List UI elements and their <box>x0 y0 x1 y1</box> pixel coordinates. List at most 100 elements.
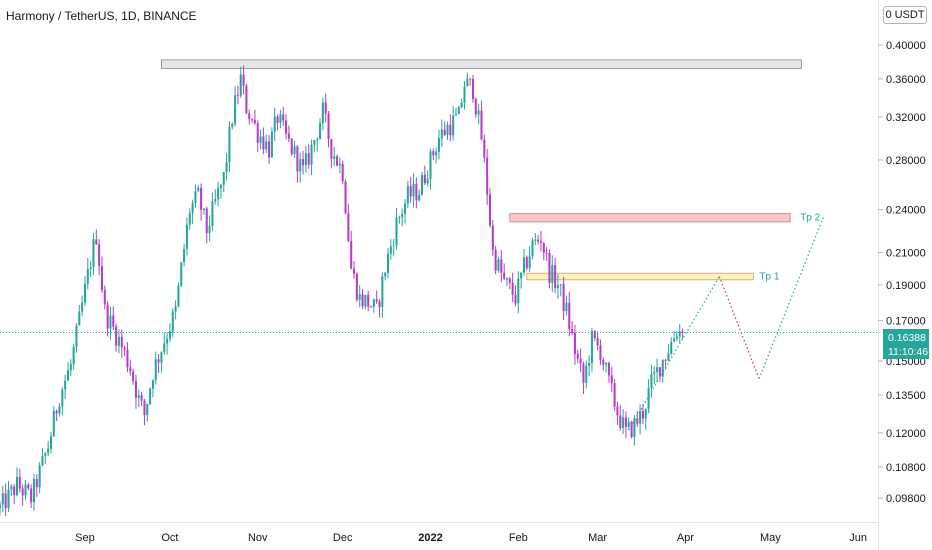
candle-body <box>307 153 310 165</box>
candle-body <box>508 278 511 283</box>
candle-body <box>463 86 466 103</box>
candle <box>522 248 525 276</box>
projection-segment <box>758 214 825 379</box>
candle <box>545 247 548 262</box>
candle-body <box>287 133 290 139</box>
candle-body <box>398 217 401 219</box>
candle-body <box>488 194 492 226</box>
candle-body <box>1 493 4 505</box>
candle <box>494 246 497 275</box>
candle <box>647 379 650 414</box>
candle-body <box>372 299 375 307</box>
candle-body <box>13 486 16 496</box>
candle-body <box>324 102 327 114</box>
candle-body <box>500 259 503 273</box>
candle <box>66 362 69 381</box>
candle <box>126 342 129 373</box>
candle <box>622 409 625 435</box>
candle <box>517 271 520 314</box>
candle-body <box>200 187 203 210</box>
candle <box>117 329 120 354</box>
candle-body <box>452 115 455 136</box>
candle <box>338 157 341 174</box>
candle-body <box>299 159 302 172</box>
candle-body <box>106 304 109 329</box>
candle-body <box>194 191 197 204</box>
candle <box>234 86 237 127</box>
candle <box>398 215 401 224</box>
candle-body <box>661 359 664 377</box>
candle <box>69 359 72 376</box>
candle-body <box>585 365 588 383</box>
candle-body <box>650 374 653 388</box>
candle-body <box>627 421 630 427</box>
candle <box>429 148 432 190</box>
candle-body <box>185 224 188 249</box>
candle <box>656 358 659 383</box>
last-price-badge: 0.16388 11:10:46 <box>883 329 929 359</box>
price-tick-label: 0.10800 <box>886 462 926 474</box>
candle-body <box>265 141 268 150</box>
candle <box>537 235 540 245</box>
candle <box>268 134 271 164</box>
candle-body <box>571 329 574 333</box>
candle-body <box>231 123 234 128</box>
candle-body <box>115 326 118 346</box>
candle <box>585 360 588 389</box>
candle-body <box>673 338 676 342</box>
price-tick-label: 0.21000 <box>886 248 926 260</box>
candle <box>321 97 324 131</box>
candle <box>389 239 392 260</box>
candle <box>30 484 33 508</box>
candle-body <box>321 102 324 124</box>
candle-body <box>177 285 180 307</box>
candle <box>378 299 381 318</box>
candle <box>55 409 58 422</box>
candle-body <box>27 484 30 489</box>
candle-body <box>435 151 438 156</box>
candle <box>270 127 273 158</box>
candle-body <box>154 359 157 381</box>
candle <box>47 441 50 457</box>
candle <box>678 323 681 343</box>
candle-body <box>310 144 313 165</box>
tp2-label: Tp 2 <box>800 213 820 224</box>
candle-body <box>163 343 166 353</box>
candle-body <box>664 359 667 361</box>
candle-body <box>157 359 160 363</box>
candle <box>588 355 591 377</box>
candle <box>333 146 336 167</box>
candle-body <box>565 302 568 312</box>
price-tick-label: 0.19000 <box>886 280 926 292</box>
candle <box>466 72 469 87</box>
candle-body <box>358 294 361 300</box>
candle-body <box>656 367 659 373</box>
candle <box>13 483 16 505</box>
candle <box>639 404 642 435</box>
candle-body <box>622 417 625 428</box>
candle <box>673 330 676 343</box>
candle-body <box>0 504 2 509</box>
candle-body <box>477 110 480 115</box>
candle-body <box>520 272 523 279</box>
candle <box>115 323 118 352</box>
candle-body <box>4 493 7 508</box>
candle <box>471 74 475 103</box>
candle <box>299 152 302 183</box>
currency-selector[interactable]: 0 USDT <box>883 6 927 24</box>
candle-body <box>389 246 392 254</box>
candle-body <box>234 95 237 124</box>
candle-body <box>551 265 554 283</box>
candle <box>98 239 101 276</box>
candle <box>590 328 593 372</box>
candle-body <box>440 129 443 139</box>
candle-body <box>112 315 115 327</box>
chart-zones <box>161 59 802 281</box>
candle <box>214 189 217 205</box>
candle <box>163 332 166 355</box>
candle <box>520 272 523 289</box>
candle-body <box>279 114 282 123</box>
candle <box>528 246 531 273</box>
candle <box>188 208 191 230</box>
